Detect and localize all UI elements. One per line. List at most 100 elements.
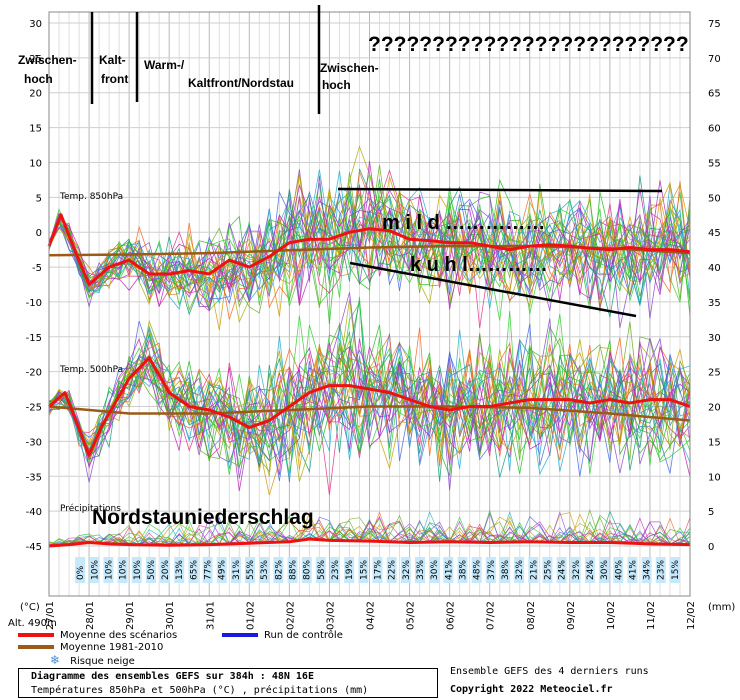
snow-risk-cell bbox=[485, 557, 496, 583]
right-axis-unit: (mm) bbox=[708, 602, 735, 613]
snow-risk-value: 58% bbox=[317, 560, 327, 580]
snow-risk-value: 38% bbox=[501, 560, 511, 580]
snow-risk-cell bbox=[641, 557, 652, 583]
right-tick-label: 35 bbox=[708, 298, 721, 309]
mean-lines bbox=[47, 213, 691, 548]
left-tick-label: -15 bbox=[26, 333, 42, 344]
ensemble-member-line bbox=[48, 190, 691, 305]
legend-swatch-scenario-mean bbox=[18, 633, 54, 637]
snow-risk-cell bbox=[372, 557, 383, 583]
snow-risk-cell bbox=[301, 557, 312, 583]
legend-scenario-mean: Moyenne des scénarios bbox=[18, 630, 177, 641]
snow-risk-value: 31% bbox=[232, 560, 242, 580]
snow-risk-cell bbox=[287, 557, 298, 583]
right-tick-label: 10 bbox=[708, 472, 721, 483]
annot-zwischenhoch-2: Zwischen-hoch bbox=[320, 61, 379, 92]
right-tick-label: 60 bbox=[708, 124, 721, 135]
snow-risk-value: 80% bbox=[303, 560, 313, 580]
snow-risk-value: 77% bbox=[204, 560, 214, 580]
snow-risk-value: 22% bbox=[388, 560, 398, 580]
snow-risk-cell bbox=[188, 557, 199, 583]
snow-risk-cell bbox=[202, 557, 213, 583]
legend-climate-mean: Moyenne 1981-2010 bbox=[18, 642, 163, 653]
date-label: 02/02 bbox=[285, 601, 296, 630]
snow-risk-cell bbox=[245, 557, 256, 583]
plot-frame bbox=[48, 11, 691, 597]
snow-risk-value: 30% bbox=[600, 560, 610, 580]
climate-mean-t500-line bbox=[48, 405, 691, 422]
right-tick-label: 40 bbox=[708, 263, 721, 274]
snow-risk-value: 20% bbox=[161, 560, 171, 580]
snow-risk-cell bbox=[230, 557, 241, 583]
date-label: 31/01 bbox=[205, 601, 216, 630]
date-label: 27/01 bbox=[45, 601, 56, 630]
date-label: 03/02 bbox=[325, 601, 336, 630]
snow-risk-value: 15% bbox=[671, 560, 681, 580]
snow-risk-cell bbox=[429, 557, 440, 583]
snow-risk-value: 49% bbox=[218, 560, 228, 580]
snow-risk-value: 15% bbox=[359, 560, 369, 580]
snow-risk-cell bbox=[344, 557, 355, 583]
snow-risk-cell bbox=[414, 557, 425, 583]
right-tick-label: 45 bbox=[708, 228, 721, 239]
ensemble-member-line bbox=[48, 337, 691, 467]
snow-risk-value: 10% bbox=[90, 560, 100, 580]
snow-risk-value: 30% bbox=[430, 560, 440, 580]
snow-risk-cell bbox=[528, 557, 539, 583]
snow-risk-cell bbox=[499, 557, 510, 583]
ensemble-member-line bbox=[48, 171, 691, 320]
snowflake-icon: ❄ bbox=[50, 653, 61, 667]
snow-risk-cell bbox=[273, 557, 284, 583]
left-axis-unit: (°C) bbox=[20, 602, 40, 613]
annotations: ????????????????????????? Zwischen-hoch … bbox=[18, 5, 689, 529]
snow-risk-value: 88% bbox=[289, 560, 299, 580]
snow-risk-value: 40% bbox=[614, 560, 624, 580]
snow-risk-value: 38% bbox=[458, 560, 468, 580]
left-tick-label: 25 bbox=[29, 54, 42, 65]
ensemble-member-line bbox=[48, 337, 691, 469]
snow-risk-value: 65% bbox=[189, 560, 199, 580]
snow-risk-cell bbox=[613, 557, 624, 583]
footer-title-box: Diagramme des ensembles GEFS sur 384h : … bbox=[18, 668, 438, 698]
date-label: 06/02 bbox=[446, 601, 457, 630]
left-tick-label: -25 bbox=[26, 403, 42, 414]
date-label: 11/02 bbox=[646, 601, 657, 630]
left-tick-label: 30 bbox=[29, 19, 42, 30]
snow-risk-cell bbox=[570, 557, 581, 583]
date-label: 10/02 bbox=[606, 601, 617, 630]
snow-risk-cell bbox=[174, 557, 185, 583]
ensemble-member-line bbox=[48, 292, 691, 491]
snow-risk-value: 37% bbox=[487, 560, 497, 580]
snow-risk-cell bbox=[117, 557, 128, 583]
ensemble-member-line bbox=[48, 173, 691, 324]
left-tick-label: 5 bbox=[36, 193, 42, 204]
date-label: 04/02 bbox=[366, 601, 377, 630]
date-label: 12/02 bbox=[686, 601, 697, 630]
annot-nordstau: Nordstauniederschlag bbox=[92, 506, 314, 529]
snow-risk-value: 82% bbox=[274, 560, 284, 580]
snow-risk-cell bbox=[75, 557, 86, 583]
snow-risk-strip: 0% 10% 10% 10% 10% 50% 20% 13% 65% 77% 49% 31% 55% 53… bbox=[75, 557, 681, 583]
ensemble-member-line bbox=[48, 337, 691, 466]
snow-risk-value: 13% bbox=[175, 560, 185, 580]
date-label: 28/01 bbox=[85, 601, 96, 630]
snow-risk-value: 21% bbox=[529, 560, 539, 580]
snow-risk-value: 41% bbox=[628, 560, 638, 580]
right-tick-label: 15 bbox=[708, 437, 721, 448]
ensemble-member-line bbox=[48, 175, 691, 312]
right-tick-label: 50 bbox=[708, 193, 721, 204]
snow-risk-cell bbox=[669, 557, 680, 583]
annot-kaltfront: Kalt-front bbox=[99, 53, 128, 86]
snow-risk-cell bbox=[655, 557, 666, 583]
left-tick-label: 20 bbox=[29, 89, 42, 100]
annot-mild: m i l d …………… bbox=[382, 212, 545, 234]
snow-risk-cell bbox=[103, 557, 114, 583]
legend-label-scenario-mean: Moyenne des scénarios bbox=[60, 630, 178, 641]
left-tick-label: -20 bbox=[26, 368, 42, 379]
left-tick-label: -30 bbox=[26, 437, 42, 448]
legend-swatch-control-run bbox=[222, 633, 258, 637]
snow-risk-value: 10% bbox=[119, 560, 129, 580]
snow-risk-cell bbox=[160, 557, 171, 583]
snow-risk-cell bbox=[599, 557, 610, 583]
